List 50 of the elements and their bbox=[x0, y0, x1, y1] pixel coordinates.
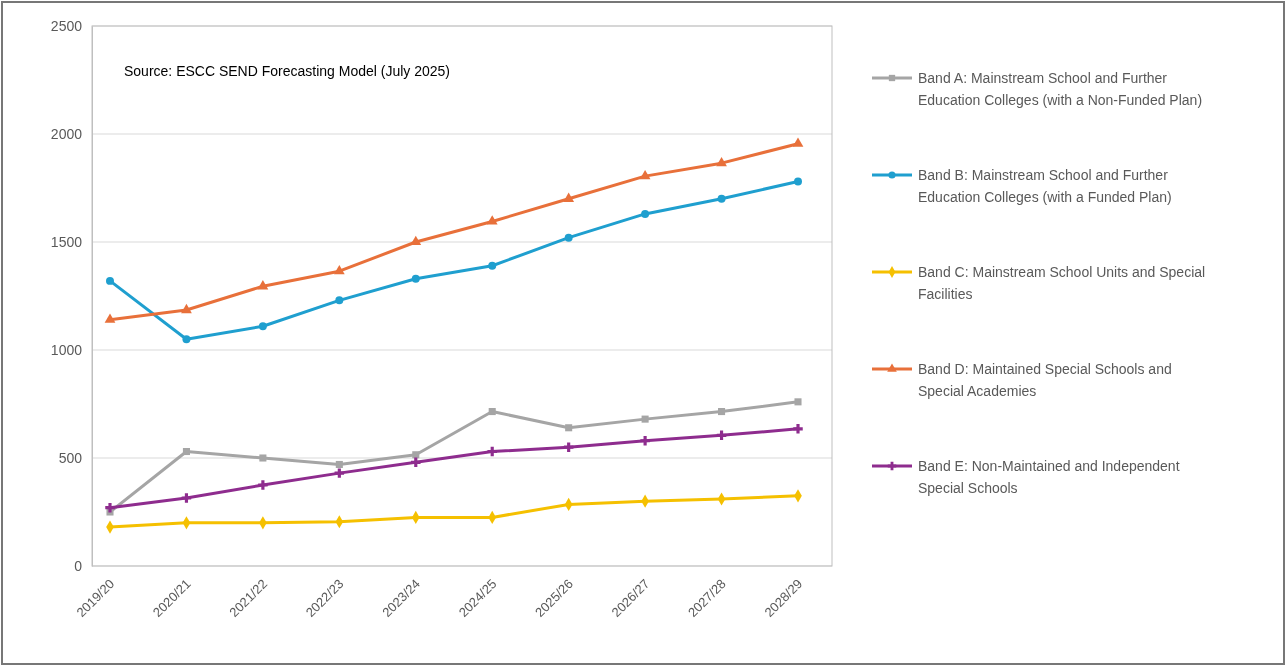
point bbox=[564, 233, 573, 242]
point bbox=[718, 408, 726, 416]
point bbox=[334, 468, 345, 478]
point bbox=[488, 261, 497, 270]
point bbox=[258, 322, 267, 331]
point bbox=[335, 296, 344, 305]
legend-label: Band E: Non-Maintained and Independent Special Schools bbox=[918, 458, 1180, 496]
legend-label: Band D: Maintained Special Schools and Special Academies bbox=[918, 361, 1172, 399]
y-tick-label: 2000 bbox=[50, 125, 83, 142]
point bbox=[181, 493, 192, 503]
point bbox=[333, 264, 345, 275]
legend-label: Band A: Mainstream School and Further Education Colleges (with a Non-Funded Plan) bbox=[918, 70, 1203, 108]
point bbox=[411, 457, 421, 468]
point bbox=[641, 209, 650, 218]
legend-label: Band B: Mainstream School and Further Education Colleges (with a Funded Plan) bbox=[918, 167, 1172, 205]
y-tick-label: 2500 bbox=[50, 17, 83, 34]
point bbox=[105, 502, 115, 513]
point bbox=[259, 454, 267, 462]
point bbox=[335, 460, 343, 469]
point bbox=[563, 192, 575, 202]
point bbox=[565, 424, 573, 432]
legend-label: Band C: Mainstream School Units and Special Facilities bbox=[918, 264, 1206, 302]
point bbox=[563, 442, 574, 452]
annotation: Source: ESCC SEND Forecasting Model (July 2025) bbox=[124, 63, 451, 79]
point bbox=[257, 280, 269, 290]
point bbox=[716, 156, 727, 167]
point bbox=[487, 446, 497, 457]
point bbox=[182, 447, 190, 456]
point bbox=[640, 435, 650, 446]
point bbox=[182, 335, 191, 344]
point bbox=[794, 398, 802, 406]
y-tick-label: 0 bbox=[74, 557, 83, 574]
point bbox=[486, 215, 498, 225]
point bbox=[258, 480, 268, 490]
point bbox=[641, 415, 649, 423]
y-tick-label: 500 bbox=[58, 449, 83, 466]
point bbox=[412, 451, 420, 459]
point bbox=[488, 408, 496, 416]
point bbox=[716, 430, 727, 441]
point bbox=[411, 274, 420, 283]
point bbox=[793, 424, 803, 434]
point bbox=[717, 194, 726, 203]
point bbox=[106, 276, 114, 285]
y-tick-label: 1000 bbox=[50, 341, 83, 358]
point bbox=[792, 137, 804, 147]
point bbox=[181, 303, 192, 314]
point bbox=[639, 169, 651, 180]
point bbox=[104, 313, 116, 323]
y-tick-label: 1500 bbox=[50, 233, 83, 250]
point bbox=[794, 177, 802, 186]
